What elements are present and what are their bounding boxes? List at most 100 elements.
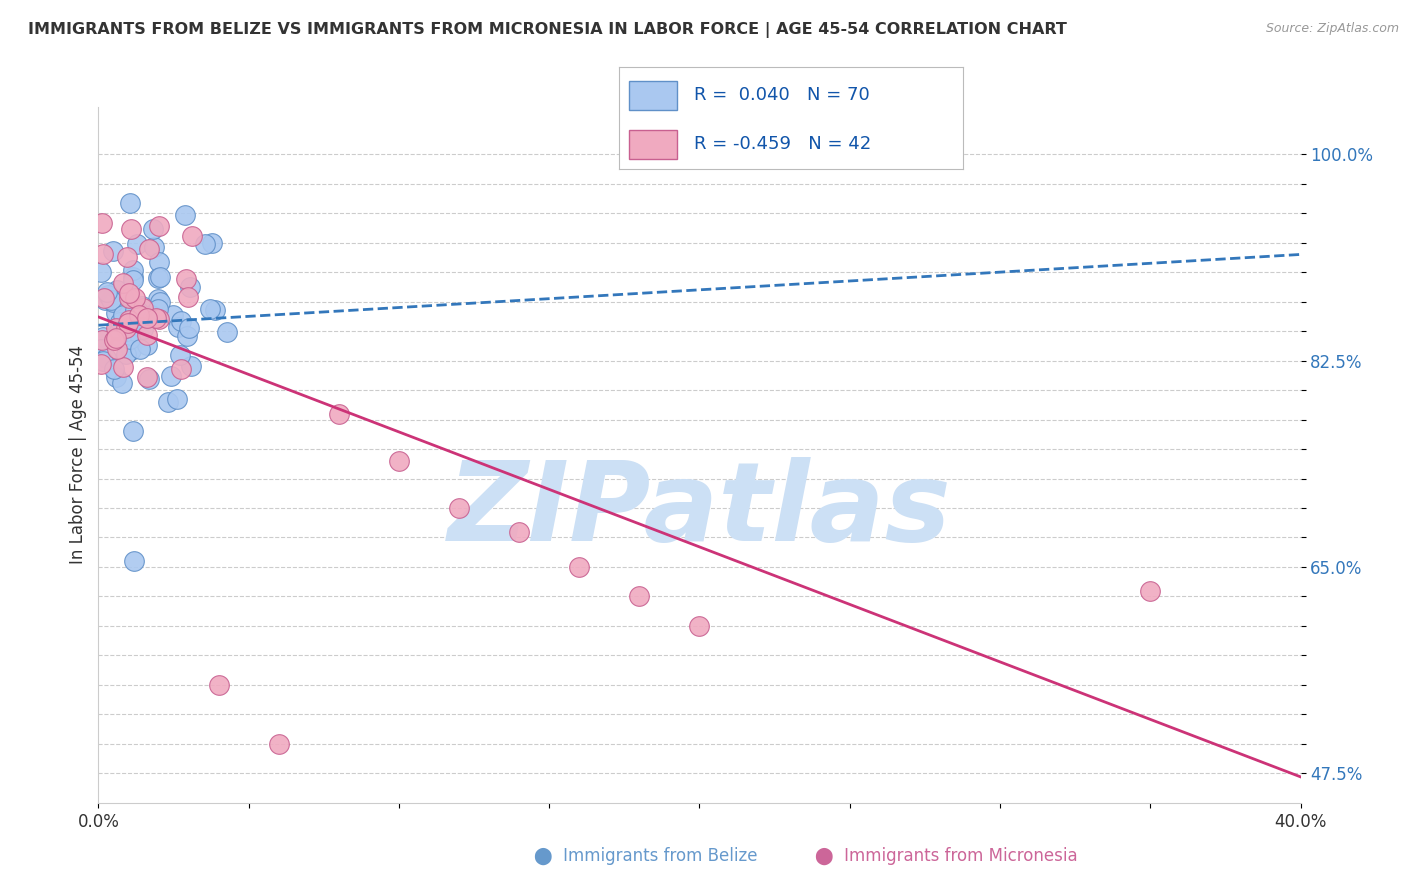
Point bbox=[90, 343, 112, 357]
Point bbox=[103, 333, 125, 347]
Point bbox=[198, 301, 221, 316]
Point bbox=[115, 320, 138, 334]
Point bbox=[105, 306, 128, 320]
Point bbox=[181, 229, 204, 244]
Point bbox=[93, 291, 115, 305]
Text: ⬤  Immigrants from Belize: ⬤ Immigrants from Belize bbox=[534, 847, 758, 865]
Point bbox=[628, 590, 651, 604]
Point bbox=[179, 280, 201, 294]
Point bbox=[131, 299, 153, 313]
Point bbox=[135, 370, 157, 384]
Point bbox=[149, 294, 172, 309]
Point bbox=[111, 302, 134, 317]
Point bbox=[120, 222, 142, 236]
Point bbox=[107, 329, 129, 343]
Point bbox=[136, 328, 159, 343]
Point bbox=[138, 242, 160, 256]
Point bbox=[170, 361, 193, 376]
Point bbox=[124, 554, 146, 568]
Point bbox=[180, 359, 202, 373]
Point bbox=[90, 357, 112, 371]
Point bbox=[105, 331, 128, 345]
Point bbox=[141, 308, 163, 322]
Point bbox=[111, 376, 134, 390]
Point bbox=[174, 272, 197, 286]
Point bbox=[117, 313, 139, 327]
Point bbox=[94, 351, 117, 365]
Point bbox=[124, 303, 146, 318]
Point bbox=[135, 338, 157, 352]
Point bbox=[146, 292, 169, 306]
Point bbox=[90, 216, 112, 230]
Point bbox=[138, 372, 160, 386]
Point bbox=[122, 269, 145, 284]
Point bbox=[688, 619, 710, 633]
Text: ZIPatlas: ZIPatlas bbox=[447, 457, 952, 564]
Text: ⬤  Immigrants from Micronesia: ⬤ Immigrants from Micronesia bbox=[815, 847, 1078, 865]
Point bbox=[160, 369, 183, 384]
Point bbox=[118, 196, 141, 211]
Point bbox=[328, 407, 350, 421]
Y-axis label: In Labor Force | Age 45-54: In Labor Force | Age 45-54 bbox=[69, 345, 87, 565]
Point bbox=[121, 273, 143, 287]
Point bbox=[91, 354, 114, 368]
Point bbox=[146, 271, 169, 285]
Point bbox=[111, 308, 134, 322]
Point bbox=[93, 247, 115, 261]
Point bbox=[94, 293, 117, 307]
Text: R = -0.459   N = 42: R = -0.459 N = 42 bbox=[695, 135, 872, 153]
Point bbox=[136, 310, 159, 325]
Point bbox=[177, 321, 200, 335]
Point bbox=[143, 240, 166, 254]
Point bbox=[120, 343, 142, 357]
Point bbox=[132, 322, 155, 336]
Point bbox=[141, 310, 163, 324]
Point bbox=[174, 208, 197, 222]
Point bbox=[118, 332, 141, 346]
Point bbox=[97, 288, 120, 302]
Point bbox=[1139, 583, 1161, 598]
Point bbox=[208, 678, 231, 692]
Point bbox=[105, 284, 128, 298]
Point bbox=[145, 310, 167, 325]
Point bbox=[96, 285, 118, 300]
Point bbox=[107, 321, 129, 335]
Point bbox=[127, 237, 149, 252]
FancyBboxPatch shape bbox=[628, 130, 678, 159]
Text: IMMIGRANTS FROM BELIZE VS IMMIGRANTS FROM MICRONESIA IN LABOR FORCE | AGE 45-54 : IMMIGRANTS FROM BELIZE VS IMMIGRANTS FRO… bbox=[28, 22, 1067, 38]
Point bbox=[177, 290, 200, 304]
Point bbox=[105, 320, 128, 334]
Point bbox=[194, 236, 217, 251]
Point bbox=[111, 316, 134, 330]
Point bbox=[148, 219, 170, 233]
Point bbox=[129, 342, 152, 356]
Point bbox=[128, 329, 150, 343]
Point bbox=[117, 317, 139, 331]
Point bbox=[105, 369, 128, 384]
Point bbox=[148, 311, 170, 326]
FancyBboxPatch shape bbox=[628, 81, 678, 110]
Point bbox=[108, 315, 131, 329]
Point bbox=[122, 263, 145, 277]
Point bbox=[103, 361, 125, 376]
Point bbox=[388, 454, 411, 468]
Point bbox=[148, 255, 170, 269]
Point bbox=[111, 290, 134, 304]
Point bbox=[112, 276, 135, 290]
Point bbox=[122, 424, 145, 438]
Point bbox=[176, 329, 198, 343]
Point bbox=[204, 302, 226, 317]
Point bbox=[90, 333, 112, 347]
Point bbox=[166, 392, 188, 407]
Point bbox=[169, 348, 191, 362]
Point bbox=[215, 325, 238, 339]
Point bbox=[201, 236, 224, 251]
Point bbox=[112, 360, 135, 375]
Point bbox=[90, 265, 112, 279]
Point bbox=[91, 330, 114, 344]
Point bbox=[118, 291, 141, 305]
Text: Source: ZipAtlas.com: Source: ZipAtlas.com bbox=[1265, 22, 1399, 36]
Point bbox=[124, 292, 146, 306]
Point bbox=[100, 293, 122, 307]
Point bbox=[127, 303, 149, 318]
